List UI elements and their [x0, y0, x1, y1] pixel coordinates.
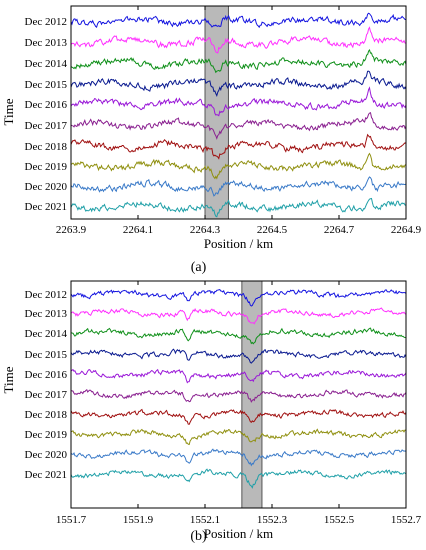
series-line-dec-2013	[70, 26, 407, 54]
series-label: Dec 2020	[25, 449, 68, 461]
series-label: Dec 2017	[25, 120, 68, 132]
series-line-dec-2013	[70, 307, 407, 325]
series-line-dec-2018	[70, 133, 407, 160]
x-tick-label: 1552.7	[391, 514, 422, 526]
y-axis-label: Time	[1, 366, 16, 393]
x-tick-label: 2264.5	[257, 224, 288, 236]
series-line-dec-2016	[70, 86, 407, 117]
plot-frame	[70, 5, 407, 220]
series-line-dec-2020	[70, 448, 407, 467]
series-label: Dec 2012	[25, 16, 67, 28]
series-label: Dec 2018	[25, 141, 68, 153]
x-tick-label: 2264.3	[190, 224, 221, 236]
chart-panel-a: Dec 2012 Dec 2013 Dec 2014 Dec 2015 Dec 2016…	[1, 5, 422, 275]
x-tick-label: 1552.3	[257, 514, 288, 526]
series-line-dec-2019	[70, 428, 407, 446]
series-label: Dec 2016	[25, 369, 68, 381]
x-axis-label: Position / km	[204, 526, 273, 541]
series-line-dec-2012	[70, 289, 407, 307]
y-axis-label: Time	[1, 98, 16, 125]
x-tick-label: 2263.9	[56, 224, 87, 236]
series-label: Dec 2015	[25, 349, 68, 361]
x-tick-label: 2264.7	[324, 224, 355, 236]
series-line-dec-2015	[70, 348, 407, 364]
panel-label: (a)	[191, 260, 207, 275]
series-label: Dec 2019	[25, 429, 68, 441]
series-label: Dec 2018	[25, 409, 68, 421]
series-line-dec-2012	[70, 12, 407, 29]
series-line-dec-2018	[70, 408, 407, 425]
x-tick-label: 2264.9	[391, 224, 422, 236]
series-line-dec-2021	[70, 468, 407, 489]
series-line-dec-2019	[70, 152, 407, 180]
series-label: Dec 2016	[25, 99, 68, 111]
series-label: Dec 2019	[25, 161, 68, 173]
series-line-dec-2014	[70, 48, 407, 74]
series-label: Dec 2014	[25, 328, 68, 340]
x-tick-label: 2264.1	[123, 224, 153, 236]
series-line-dec-2017	[70, 111, 407, 140]
chart-panel-b: Dec 2012 Dec 2013 Dec 2014 Dec 2015 Dec 2016…	[1, 280, 422, 544]
panel-label: (b)	[190, 529, 207, 544]
plot-frame	[70, 280, 407, 509]
series-label: Dec 2021	[25, 201, 67, 213]
series-label: Dec 2014	[25, 58, 68, 70]
series-label: Dec 2012	[25, 289, 67, 301]
series-line-dec-2014	[70, 327, 407, 345]
series-line-dec-2017	[70, 389, 407, 403]
series-line-dec-2016	[70, 368, 407, 384]
series-label: Dec 2020	[25, 181, 68, 193]
series-line-dec-2020	[70, 176, 407, 197]
series-label: Dec 2015	[25, 79, 68, 91]
series-line-dec-2021	[70, 197, 407, 218]
x-tick-label: 1551.9	[123, 514, 154, 526]
series-label: Dec 2013	[25, 308, 68, 320]
series-line-dec-2015	[70, 70, 407, 98]
x-tick-label: 1552.5	[324, 514, 355, 526]
x-tick-label: 1551.7	[56, 514, 87, 526]
x-tick-label: 1552.1	[190, 514, 220, 526]
x-axis-label: Position / km	[204, 236, 273, 251]
series-label: Dec 2013	[25, 37, 68, 49]
series-label: Dec 2021	[25, 469, 67, 481]
series-label: Dec 2017	[25, 389, 68, 401]
